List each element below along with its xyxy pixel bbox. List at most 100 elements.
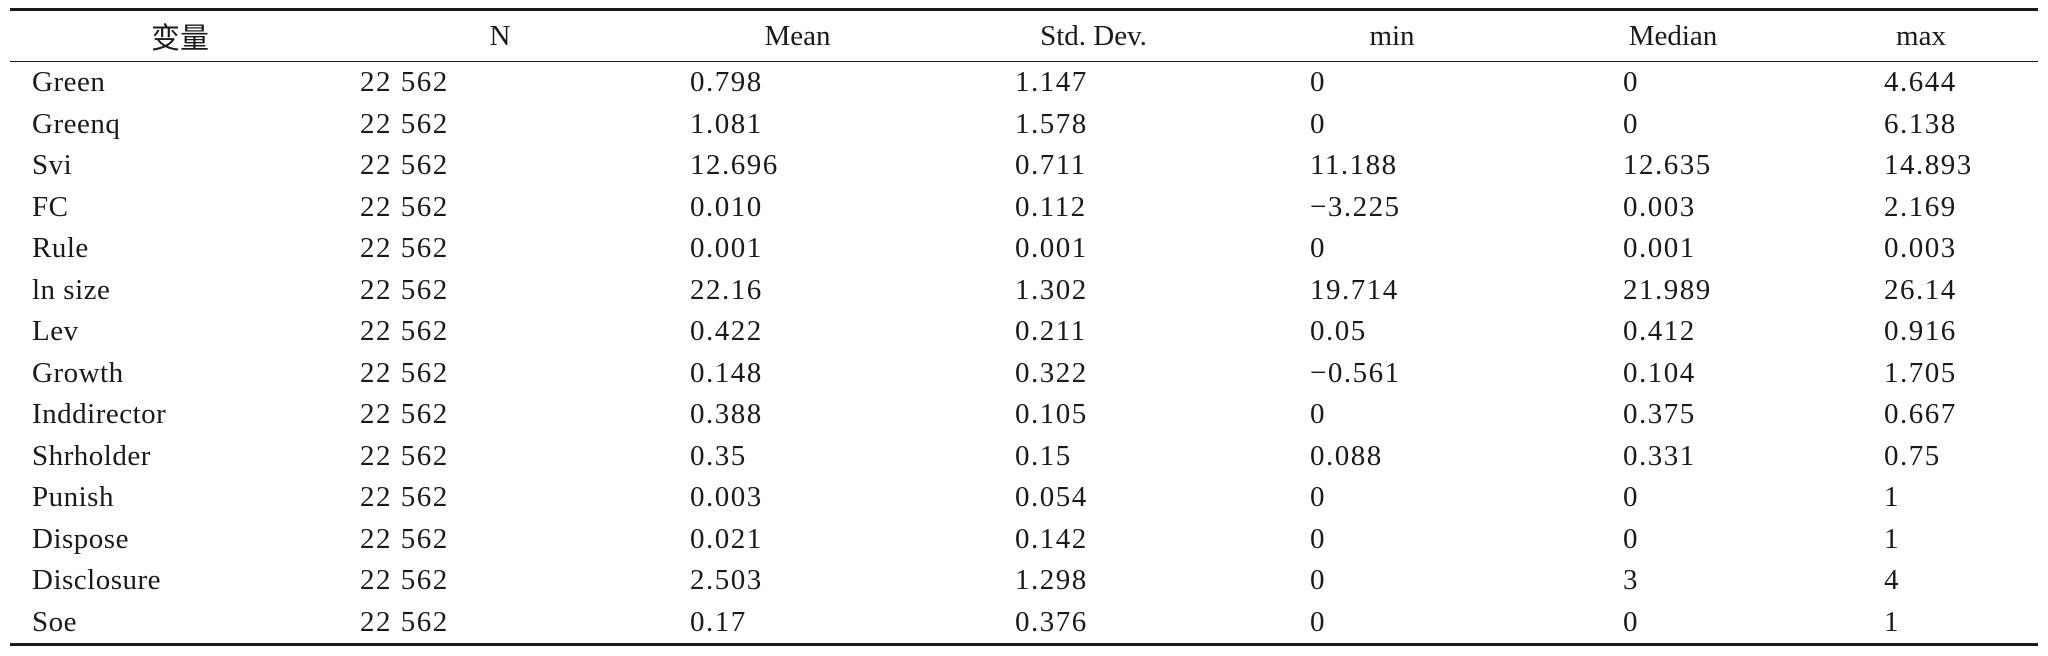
cell-n: 22 562 [360,107,449,140]
cell-min: 0.088 [1310,439,1383,472]
cell-std-dev: 0.211 [1015,315,1087,348]
cell-min: 0 [1310,398,1326,431]
cell-max: 1 [1884,522,1900,555]
cell-variable: ln size [32,273,111,306]
table-body: Green 22 562 0.798 1.147 0 0 4.644 Greenq 22 562… [10,62,2038,645]
header-min: min [1369,19,1415,52]
cell-median: 0 [1623,522,1639,555]
table-row: Shrholder 22 562 0.35 0.15 0.088 0.331 0.75 [10,436,2038,478]
cell-min: 0.05 [1310,315,1367,348]
cell-std-dev: 0.711 [1015,149,1087,182]
cell-max: 1.705 [1884,356,1957,389]
cell-variable: Punish [32,481,114,514]
table-row: ln size 22 562 22.16 1.302 19.714 21.989 26.14 [10,270,2038,312]
cell-max: 4.644 [1884,66,1957,99]
cell-std-dev: 0.15 [1015,439,1072,472]
cell-median: 0.331 [1623,439,1696,472]
cell-max: 6.138 [1884,107,1957,140]
cell-median: 0 [1623,66,1639,99]
cell-median: 0.003 [1623,190,1696,223]
cell-mean: 0.003 [690,481,763,514]
cell-median: 0 [1623,107,1639,140]
cell-n: 22 562 [360,564,449,597]
cell-max: 0.667 [1884,398,1957,431]
table-row: Green 22 562 0.798 1.147 0 0 4.644 [10,62,2038,104]
cell-mean: 0.388 [690,398,763,431]
cell-min: 0 [1310,564,1326,597]
cell-median: 0 [1623,605,1639,638]
table-row: Inddirector 22 562 0.388 0.105 0 0.375 0.667 [10,394,2038,436]
cell-mean: 2.503 [690,564,763,597]
header-max: max [1896,19,1946,52]
descriptive-statistics-table: 变量 N Mean Std. Dev. min Median max Green… [10,8,2038,646]
cell-median: 0 [1623,481,1639,514]
cell-variable: Dispose [32,522,129,555]
cell-std-dev: 0.105 [1015,398,1088,431]
table-row: Rule 22 562 0.001 0.001 0 0.001 0.003 [10,228,2038,270]
cell-std-dev: 0.112 [1015,190,1087,223]
cell-mean: 22.16 [690,273,763,306]
cell-variable: Soe [32,605,77,638]
cell-mean: 0.148 [690,356,763,389]
cell-std-dev: 1.298 [1015,564,1088,597]
table-row: Growth 22 562 0.148 0.322 −0.561 0.104 1.705 [10,353,2038,395]
cell-min: 11.188 [1310,149,1398,182]
cell-median: 0.412 [1623,315,1696,348]
cell-mean: 0.021 [690,522,763,555]
cell-min: 19.714 [1310,273,1399,306]
cell-min: 0 [1310,107,1326,140]
table-row: Soe 22 562 0.17 0.376 0 0 1 [10,602,2038,645]
table-row: Lev 22 562 0.422 0.211 0.05 0.412 0.916 [10,311,2038,353]
cell-median: 0.104 [1623,356,1696,389]
cell-mean: 1.081 [690,107,763,140]
cell-n: 22 562 [360,273,449,306]
cell-std-dev: 0.142 [1015,522,1088,555]
descriptive-statistics-table-container: 变量 N Mean Std. Dev. min Median max Green… [10,8,2038,646]
header-n: N [489,19,511,52]
cell-std-dev: 0.001 [1015,232,1088,265]
cell-median: 3 [1623,564,1639,597]
cell-std-dev: 0.322 [1015,356,1088,389]
cell-variable: Green [32,66,106,99]
cell-std-dev: 0.376 [1015,605,1088,638]
cell-mean: 0.422 [690,315,763,348]
cell-min: 0 [1310,481,1326,514]
header-mean: Mean [764,19,831,52]
cell-variable: FC [32,190,69,223]
cell-n: 22 562 [360,356,449,389]
cell-max: 26.14 [1884,273,1957,306]
cell-median: 12.635 [1623,149,1712,182]
cell-median: 0.001 [1623,232,1696,265]
cell-std-dev: 0.054 [1015,481,1088,514]
header-std-dev: Std. Dev. [1040,19,1147,52]
header-row: 变量 N Mean Std. Dev. min Median max [10,9,2038,62]
cell-max: 4 [1884,564,1900,597]
cell-max: 0.003 [1884,232,1957,265]
cell-min: −0.561 [1310,356,1401,389]
cell-std-dev: 1.302 [1015,273,1088,306]
cell-mean: 0.35 [690,439,747,472]
cell-variable: Shrholder [32,439,151,472]
cell-median: 0.375 [1623,398,1696,431]
cell-variable: Inddirector [32,398,167,431]
cell-std-dev: 1.578 [1015,107,1088,140]
cell-max: 0.75 [1884,439,1941,472]
cell-n: 22 562 [360,232,449,265]
cell-median: 21.989 [1623,273,1712,306]
cell-n: 22 562 [360,439,449,472]
cell-max: 1 [1884,605,1900,638]
header-median: Median [1628,19,1718,52]
cell-min: 0 [1310,522,1326,555]
cell-variable: Svi [32,149,73,182]
cell-n: 22 562 [360,605,449,638]
cell-n: 22 562 [360,66,449,99]
cell-variable: Growth [32,356,124,389]
cell-n: 22 562 [360,481,449,514]
table-row: Svi 22 562 12.696 0.711 11.188 12.635 14.893 [10,145,2038,187]
cell-mean: 0.17 [690,605,747,638]
cell-mean: 12.696 [690,149,779,182]
table-row: FC 22 562 0.010 0.112 −3.225 0.003 2.169 [10,187,2038,229]
cell-n: 22 562 [360,522,449,555]
table-row: Punish 22 562 0.003 0.054 0 0 1 [10,477,2038,519]
cell-n: 22 562 [360,149,449,182]
